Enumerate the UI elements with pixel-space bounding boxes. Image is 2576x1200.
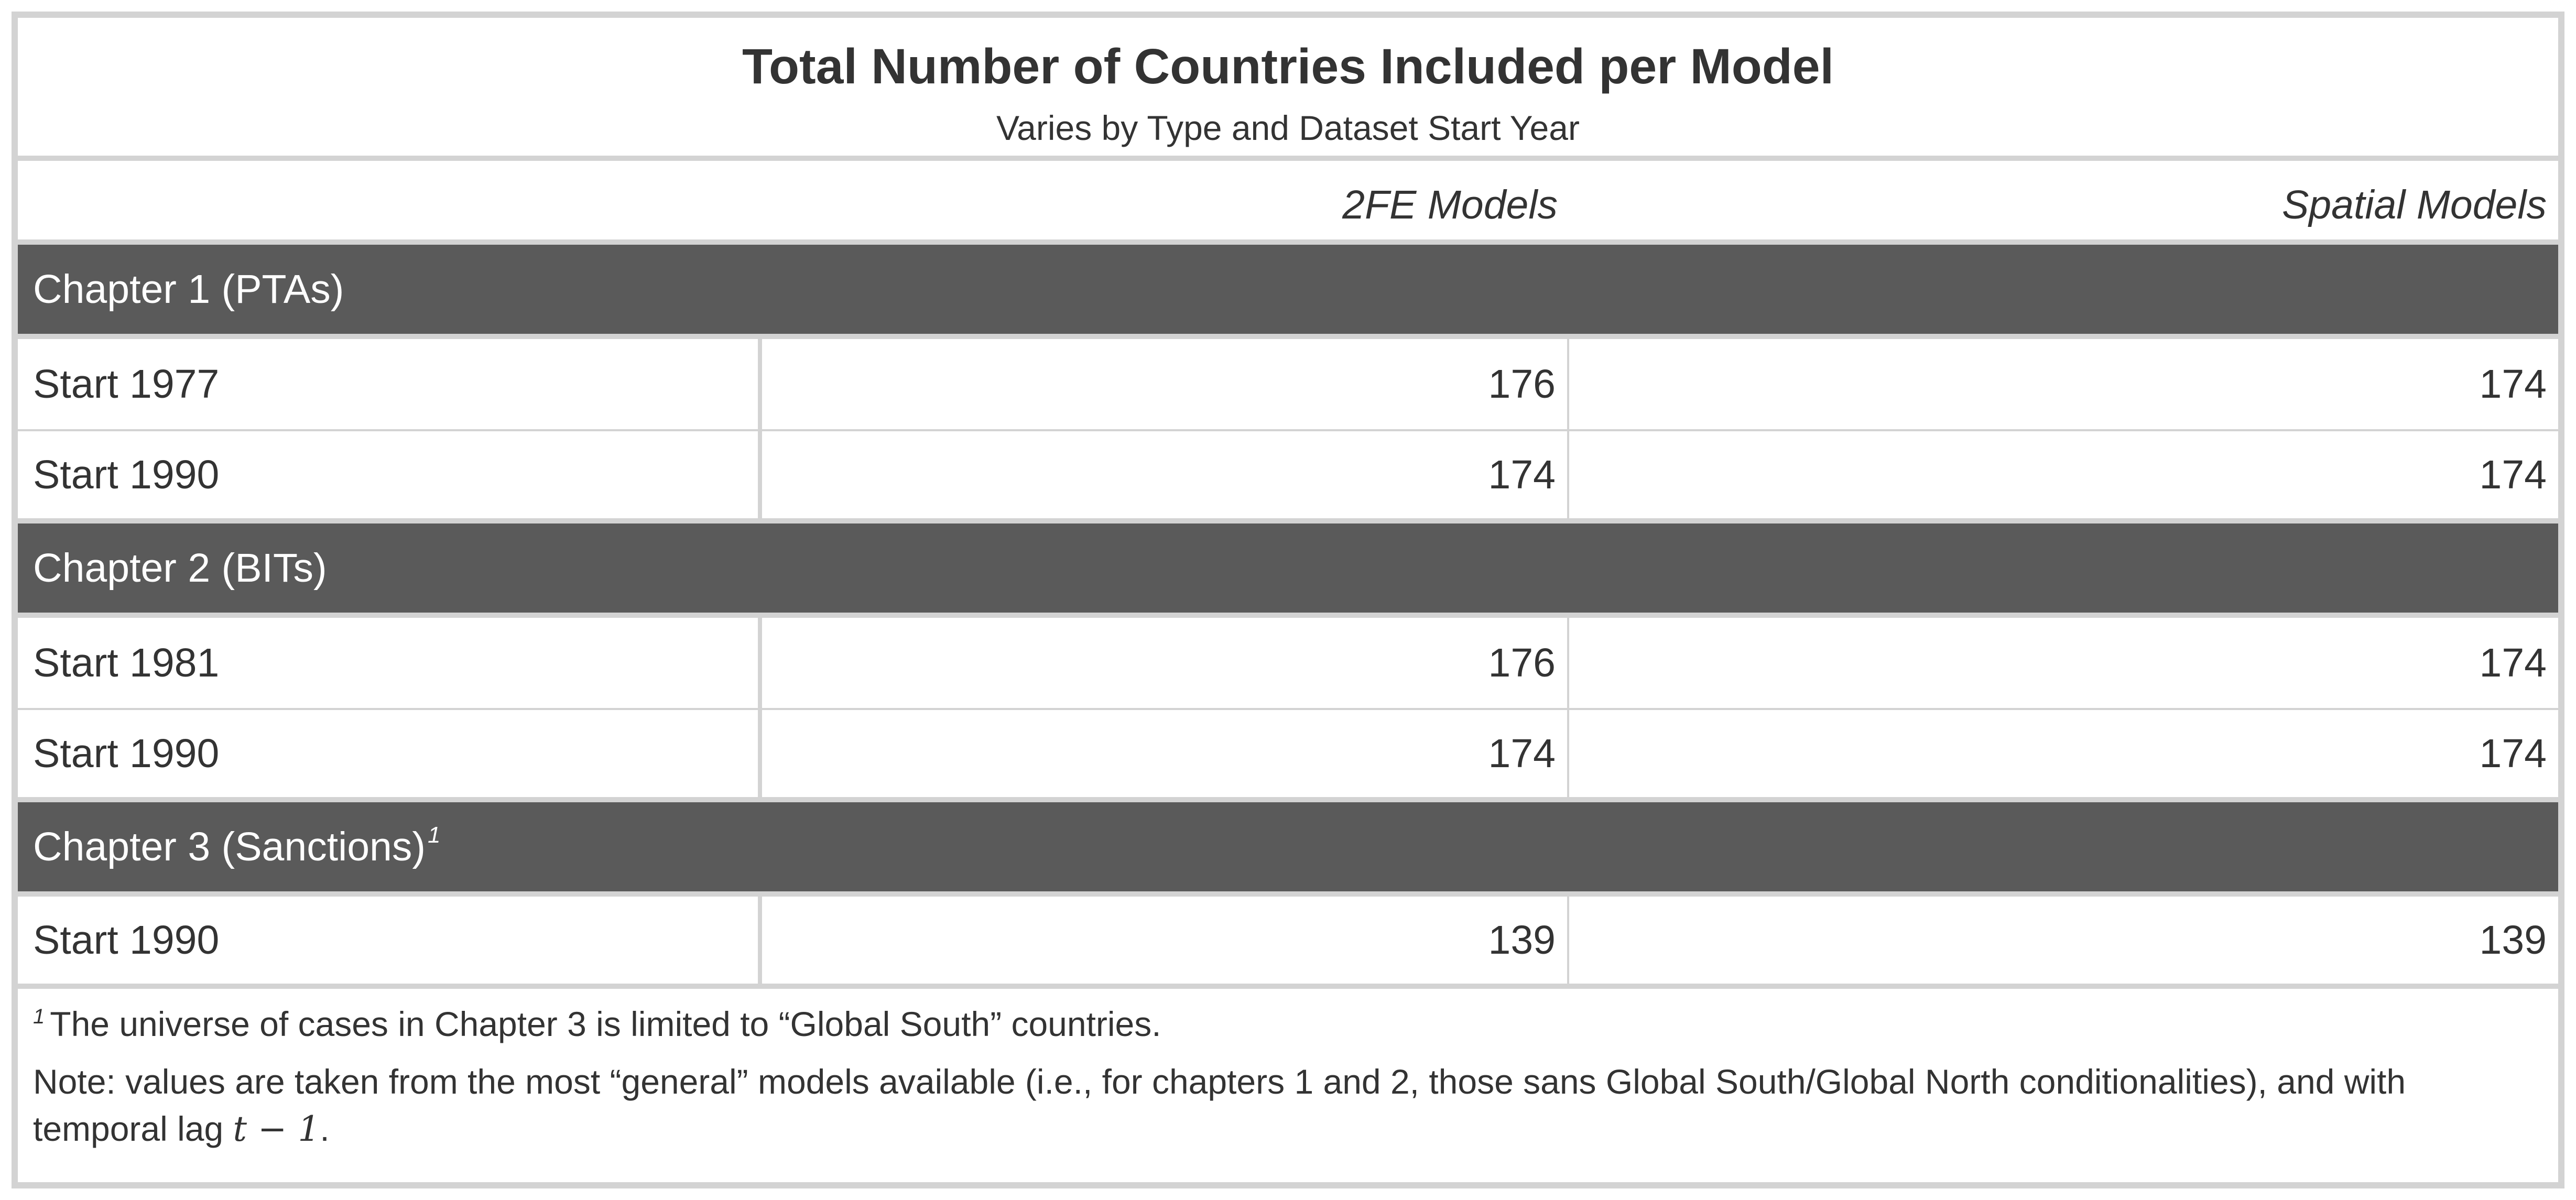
table-header: Total Number of Countries Included per M… xyxy=(18,18,2558,161)
table-row: Start 1977 176 174 xyxy=(18,339,2558,431)
value-2fe: 174 xyxy=(762,710,1569,797)
value-2fe: 176 xyxy=(762,339,1569,429)
value-spatial: 174 xyxy=(2479,730,2547,776)
table-footnotes: 1 The universe of cases in Chapter 3 is l… xyxy=(18,989,2558,1153)
stub-header xyxy=(18,161,762,239)
table-row: Start 1990 174 174 xyxy=(18,710,2558,802)
table-title: Total Number of Countries Included per M… xyxy=(742,39,1834,94)
column-header-row: 2FE Models Spatial Models xyxy=(18,161,2558,245)
footnote-mark: 1 xyxy=(33,1005,45,1028)
column-header-2fe: 2FE Models xyxy=(1342,182,1558,227)
note-math: t − 1 xyxy=(233,1109,320,1149)
note-text: Note: values are taken from the most “ge… xyxy=(33,1062,2406,1148)
summary-table: Total Number of Countries Included per M… xyxy=(12,12,2564,1188)
value-2fe: 139 xyxy=(762,897,1569,984)
footnote: 1 The universe of cases in Chapter 3 is l… xyxy=(33,1000,2543,1048)
column-header-spatial: Spatial Models xyxy=(2281,182,2547,227)
table-row: Start 1990 174 174 xyxy=(18,431,2558,523)
row-label: Start 1977 xyxy=(18,339,762,429)
group-label: Chapter 3 (Sanctions) xyxy=(33,824,426,869)
row-label: Start 1981 xyxy=(18,618,762,708)
row-label: Start 1990 xyxy=(18,710,762,797)
value-spatial: 174 xyxy=(2479,361,2547,407)
group-row-chapter-3: Chapter 3 (Sanctions) 1 xyxy=(18,802,2558,897)
group-label: Chapter 2 (BITs) xyxy=(33,545,327,591)
source-note: Note: values are taken from the most “ge… xyxy=(33,1058,2543,1153)
note-end: . xyxy=(320,1109,330,1148)
row-label: Start 1990 xyxy=(18,431,762,518)
value-2fe: 174 xyxy=(762,431,1569,518)
value-spatial: 174 xyxy=(2479,452,2547,497)
group-row-chapter-1: Chapter 1 (PTAs) xyxy=(18,245,2558,339)
footnote-mark: 1 xyxy=(427,822,441,848)
group-row-chapter-2: Chapter 2 (BITs) xyxy=(18,523,2558,618)
value-spatial: 139 xyxy=(2479,917,2547,963)
group-label: Chapter 1 (PTAs) xyxy=(33,266,344,312)
table-row: Start 1981 176 174 xyxy=(18,618,2558,710)
table-row: Start 1990 139 139 xyxy=(18,897,2558,989)
value-2fe: 176 xyxy=(762,618,1569,708)
row-label: Start 1990 xyxy=(18,897,762,984)
table-subtitle: Varies by Type and Dataset Start Year xyxy=(996,108,1580,147)
footnote-text: The universe of cases in Chapter 3 is li… xyxy=(50,1005,1161,1043)
value-spatial: 174 xyxy=(2479,640,2547,685)
